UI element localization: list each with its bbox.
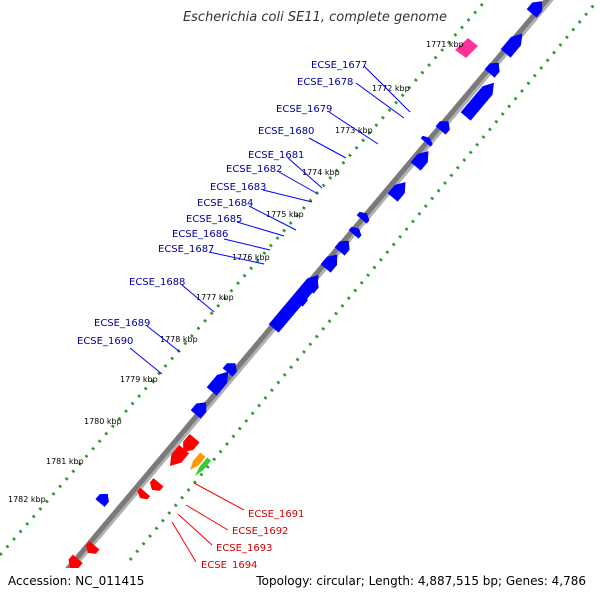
orange-feature-arrow — [190, 452, 206, 470]
reverse-gene-label: ECSE_1693 — [216, 543, 272, 554]
forward-gene-leader — [236, 221, 285, 237]
kbp-tick-label: 1782 kbp — [8, 495, 46, 504]
forward-gene-arrow — [320, 254, 338, 273]
forward-gene-arrow — [526, 1, 543, 18]
kbp-tick-label: 1779 kbp — [120, 375, 158, 384]
forward-gene-leader — [223, 238, 271, 251]
forward-gene-leader — [262, 189, 313, 203]
forward-gene-leader — [328, 111, 379, 145]
kbp-tick-label: 1774 kbp — [302, 168, 340, 177]
forward-gene-label: ECSE_1683 — [210, 182, 266, 193]
forward-gene-label: ECSE_1687 — [158, 244, 214, 255]
forward-gene-arrow — [387, 182, 406, 202]
forward-gene-label: ECSE_1681 — [248, 150, 304, 161]
forward-gene-label: ECSE_1684 — [197, 198, 253, 209]
forward-gene-arrow — [420, 135, 433, 147]
kbp-tick-label: 1772 kbp — [372, 84, 410, 93]
forward-gene-leader — [287, 157, 323, 189]
forward-gene-leader — [355, 82, 405, 119]
outer-dotted-ruler — [0, 0, 488, 556]
reverse-gene-leader — [185, 504, 229, 531]
kbp-tick-label: 1778 kbp — [160, 335, 198, 344]
forward-gene-arrow — [190, 402, 207, 419]
forward-gene-label: ECSE_1680 — [258, 126, 314, 137]
forward-gene-label: ECSE_1678 — [297, 77, 353, 88]
inner-dotted-ruler — [128, 0, 600, 561]
reverse-gene-label: ECSE_1691 — [248, 509, 304, 520]
forward-gene-arrow — [500, 33, 523, 58]
reverse-gene-arrow — [68, 554, 83, 568]
accession-label: Accession: NC_011415 — [8, 574, 145, 588]
pink-gene-block — [455, 38, 478, 58]
forward-gene-arrow — [95, 493, 109, 507]
forward-gene-leader — [129, 347, 163, 375]
kbp-tick-label: 1775 kbp — [266, 210, 304, 219]
reverse-gene-leader — [193, 482, 245, 511]
forward-gene-arrow — [435, 121, 450, 135]
kbp-tick-label: 1777 kbp — [196, 293, 234, 302]
forward-gene-arrow — [206, 371, 229, 396]
green-feature-arrow — [195, 457, 212, 476]
forward-gene-label: ECSE_1679 — [276, 104, 332, 115]
forward-gene-arrow — [348, 226, 362, 239]
forward-gene-label: ECSE_1688 — [129, 277, 185, 288]
reverse-gene-leader — [171, 521, 197, 563]
forward-gene-arrow — [410, 151, 429, 171]
reverse-gene-arrow — [137, 487, 151, 500]
reverse-gene-label: ECSE_1694 — [201, 560, 257, 571]
forward-gene-leader — [308, 137, 347, 159]
forward-gene-arrow — [268, 274, 319, 333]
kbp-tick-label: 1780 kbp — [84, 417, 122, 426]
reverse-gene-leader — [177, 513, 213, 546]
forward-gene-label: ECSE_1686 — [172, 229, 228, 240]
forward-gene-label: ECSE_1682 — [226, 164, 282, 175]
kbp-tick-label: 1781 kbp — [46, 457, 84, 466]
forward-gene-label: ECSE_1689 — [94, 318, 150, 329]
reverse-gene-arrow — [149, 478, 164, 491]
forward-gene-leader — [278, 171, 319, 195]
reverse-gene-label: ECSE_1692 — [232, 526, 288, 537]
map-title: Escherichia coli SE11, complete genome — [182, 10, 448, 25]
forward-gene-leader — [208, 251, 265, 265]
reverse-gene-arrow — [85, 541, 100, 554]
forward-gene-leader — [363, 65, 411, 113]
kbp-tick-label: 1776 kbp — [232, 253, 270, 262]
forward-gene-leader — [181, 284, 215, 313]
forward-gene-leader — [248, 205, 297, 231]
forward-gene-leader — [146, 325, 181, 353]
kbp-tick-label: 1771 kbp — [426, 40, 464, 49]
reverse-gene-arrow — [183, 434, 200, 452]
forward-gene-arrow — [484, 62, 500, 78]
forward-gene-arrow — [334, 240, 350, 256]
forward-gene-label: ECSE_1685 — [186, 214, 242, 225]
forward-gene-label: ECSE_1677 — [311, 60, 367, 71]
forward-gene-arrow — [460, 82, 494, 121]
kbp-tick-label: 1773 kbp — [335, 126, 373, 135]
forward-gene-arrow — [356, 211, 370, 224]
forward-gene-arrow — [222, 363, 237, 377]
topology-label: Topology: circular; Length: 4,887,515 bp… — [256, 574, 586, 588]
forward-gene-label: ECSE_1690 — [77, 336, 133, 347]
